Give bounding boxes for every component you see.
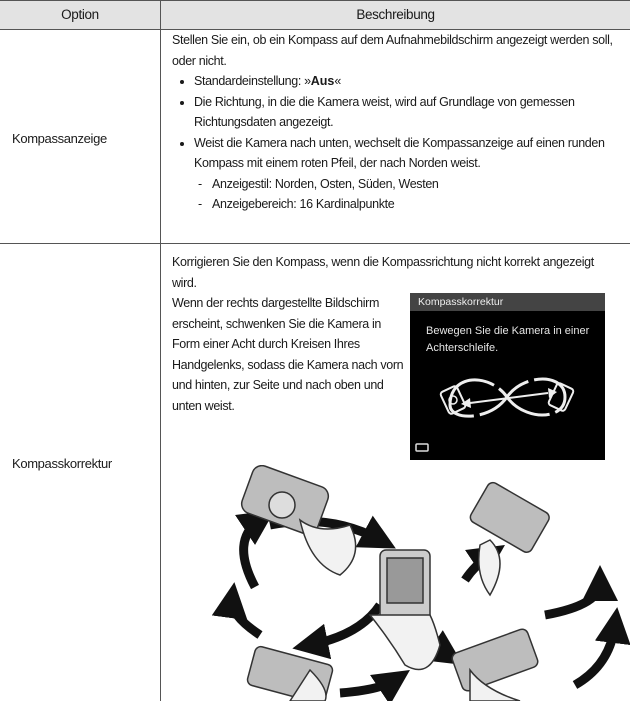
intro: Stellen Sie ein, ob ein Kompass auf dem … [172,33,613,68]
screen-message: Bewegen Sie die Kamera in einer Achtersc… [426,325,590,354]
table-header [0,0,630,30]
text: « [334,74,341,88]
header-description: Beschreibung [356,7,435,22]
sub-item: Anzeigestil: Norden, Osten, Süden, Weste… [212,174,620,195]
column-divider [160,0,161,701]
default-value: Aus [310,74,335,88]
sub-item: Anzeigebereich: 16 Kardinalpunkte [212,194,620,215]
row-divider [0,243,630,244]
bullet-list: Standardeinstellung: »Aus« Die Richtung,… [172,71,620,215]
row-option: Kompassanzeige [12,131,107,146]
bullet: Standardeinstellung: »Aus« [194,71,620,92]
camera-screen: Kompasskorrektur Bewegen Sie die Kamera … [410,293,605,460]
text: Standardeinstellung: » [194,74,311,88]
row-description: Korrigieren Sie den Kompass, wenn die Ko… [172,252,620,416]
bullet: Weist die Kamera nach unten, wechselt di… [194,133,620,215]
intro: Korrigieren Sie den Kompass, wenn die Ko… [172,255,594,290]
screen-title: Kompasskorrektur [410,293,605,311]
row-option: Kompasskorrektur [12,456,112,471]
header-option: Option [61,7,99,22]
sub-list: Anzeigestil: Norden, Osten, Süden, Weste… [194,174,620,215]
instructions: Wenn der rechts dargestellte Bildschirm … [172,296,404,413]
rotation-illustration [211,465,630,701]
bullet: Die Richtung, in die die Kamera weist, w… [194,92,620,133]
figure-eight-icon [415,377,575,452]
text: Weist die Kamera nach unten, wechselt di… [194,135,605,171]
row-description: Stellen Sie ein, ob ein Kompass auf dem … [172,30,620,215]
